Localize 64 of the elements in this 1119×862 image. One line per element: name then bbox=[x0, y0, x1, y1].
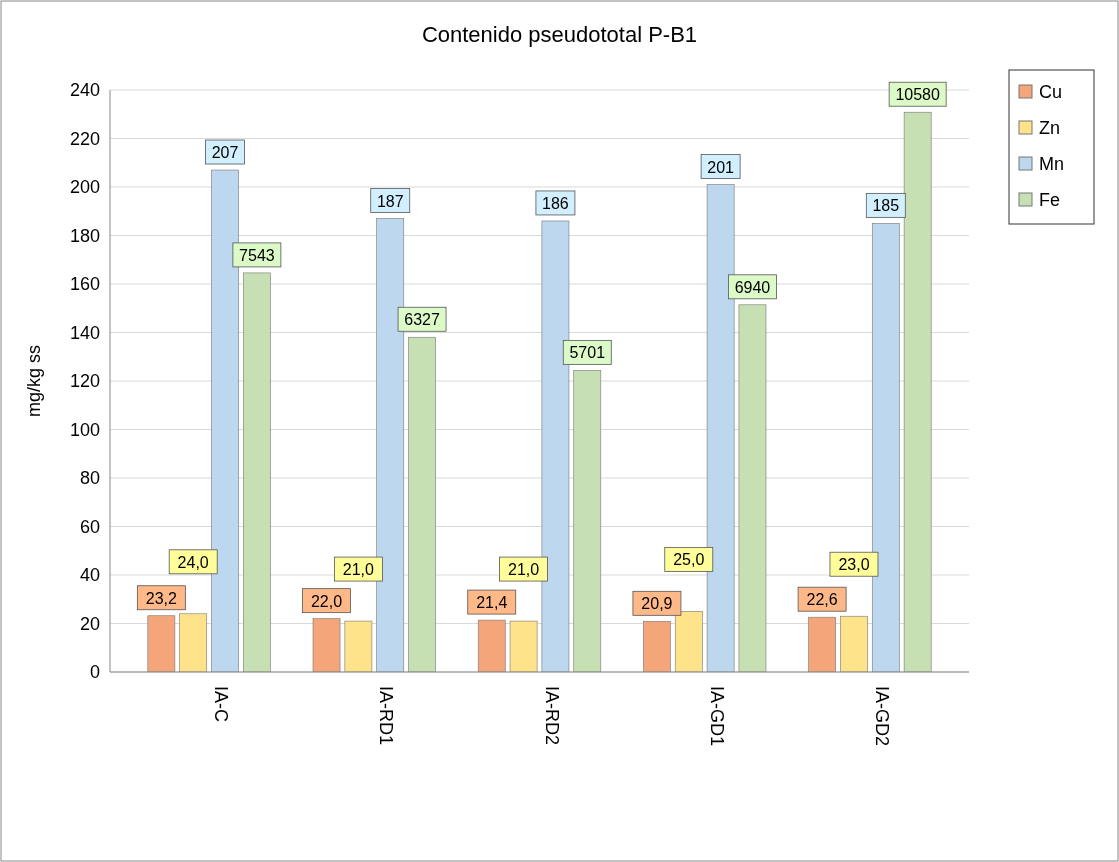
bar bbox=[840, 615, 868, 672]
x-tick-label: IA-GD1 bbox=[706, 686, 727, 747]
bar bbox=[674, 611, 703, 672]
bar bbox=[211, 169, 239, 672]
bar bbox=[376, 218, 405, 672]
data-label: 187 bbox=[376, 192, 404, 210]
data-label: 23,2 bbox=[145, 589, 178, 607]
bar bbox=[312, 618, 341, 672]
x-tick-label: IA-GD2 bbox=[871, 686, 892, 747]
y-tick-label: 220 bbox=[69, 128, 100, 149]
bar bbox=[477, 619, 506, 672]
x-tick-label: IA-C bbox=[211, 686, 232, 722]
bar bbox=[738, 304, 767, 672]
data-label: 23,0 bbox=[838, 556, 870, 574]
bar bbox=[541, 220, 570, 672]
bar bbox=[573, 370, 602, 672]
y-tick-label: 100 bbox=[69, 419, 100, 440]
data-label: 10580 bbox=[895, 86, 940, 104]
y-tick-label: 200 bbox=[69, 177, 100, 197]
data-label: 21,4 bbox=[476, 594, 508, 612]
data-label: 20,9 bbox=[641, 595, 673, 613]
legend-label: Mn bbox=[1039, 154, 1065, 174]
y-tick-label: 40 bbox=[79, 565, 100, 585]
data-label: 21,0 bbox=[342, 561, 375, 579]
y-tick-label: 120 bbox=[69, 371, 100, 391]
data-label: 22,0 bbox=[310, 592, 343, 610]
bar bbox=[871, 223, 900, 672]
x-tick-label: IA-RD2 bbox=[541, 686, 562, 746]
data-label: 24,0 bbox=[177, 553, 209, 571]
bar bbox=[344, 620, 373, 672]
data-label: 5701 bbox=[569, 344, 606, 362]
bar bbox=[243, 272, 271, 672]
data-label: 21,0 bbox=[508, 561, 540, 579]
data-label: 6327 bbox=[404, 311, 440, 329]
y-tick-label: 60 bbox=[79, 516, 100, 537]
bar bbox=[643, 621, 671, 672]
data-label: 25,0 bbox=[673, 551, 705, 569]
bar bbox=[179, 613, 208, 672]
y-tick-label: 180 bbox=[69, 225, 100, 246]
data-label: 201 bbox=[707, 158, 735, 176]
bar bbox=[147, 615, 176, 672]
y-tick-label: 20 bbox=[79, 613, 100, 634]
y-tick-label: 240 bbox=[69, 80, 100, 100]
data-label: 6940 bbox=[734, 278, 771, 296]
x-tick-label: IA-RD1 bbox=[376, 686, 397, 746]
y-tick-label: 80 bbox=[79, 468, 100, 488]
data-label: 207 bbox=[211, 144, 239, 162]
bar bbox=[706, 184, 735, 672]
y-tick-label: 140 bbox=[69, 322, 100, 343]
bar bbox=[808, 616, 836, 672]
chart-title: Contenido pseudototal P-B1 bbox=[421, 22, 698, 47]
y-tick-label: 0 bbox=[89, 662, 100, 682]
legend-label: Cu bbox=[1039, 82, 1063, 102]
y-axis-title: mg/kg ss bbox=[24, 344, 44, 418]
y-tick-label: 160 bbox=[69, 274, 100, 294]
data-label: 7543 bbox=[239, 246, 275, 264]
legend-label: Fe bbox=[1039, 190, 1061, 210]
bar bbox=[903, 111, 932, 672]
bar bbox=[509, 620, 538, 672]
data-label: 185 bbox=[872, 197, 900, 215]
data-label: 186 bbox=[542, 194, 569, 212]
bar bbox=[408, 336, 436, 672]
legend-label: Zn bbox=[1039, 118, 1061, 138]
data-label: 22,6 bbox=[806, 591, 838, 609]
